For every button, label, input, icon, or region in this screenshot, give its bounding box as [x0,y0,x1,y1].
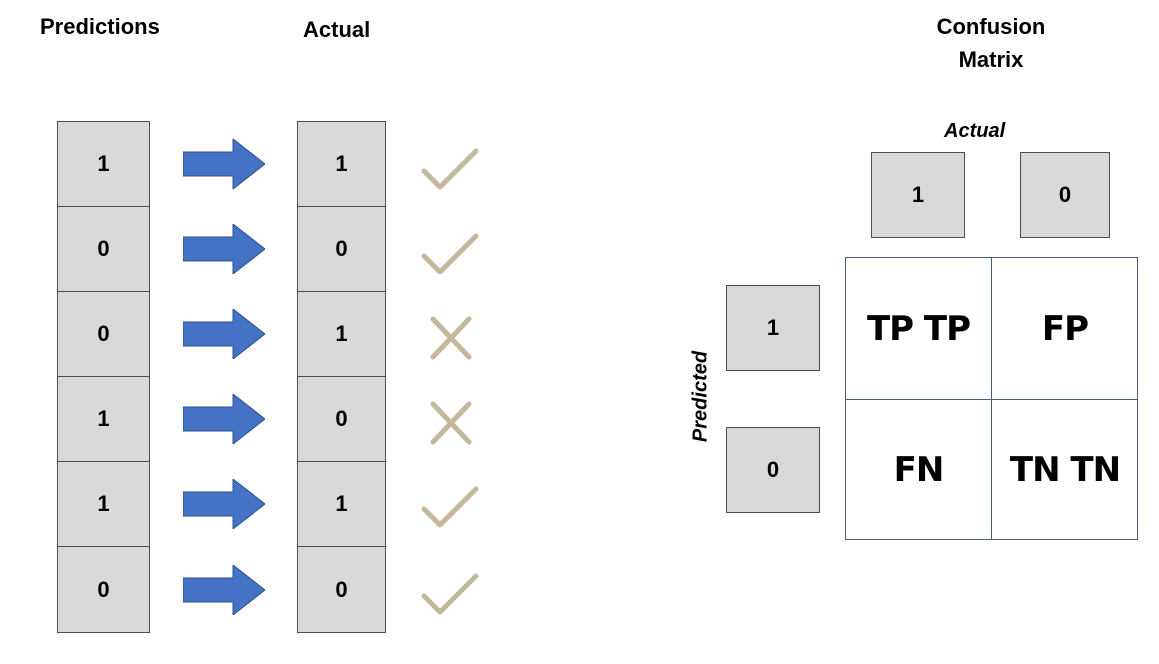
cross-icon [430,316,472,360]
check-icon [421,486,479,528]
actual-cell: 1 [297,461,386,547]
title-line-1: Confusion [936,14,1046,39]
matrix-actual-label: Actual [944,120,1006,142]
title-line-2: Matrix [958,47,1024,72]
confusion-matrix-grid: TP TP FP FN TN TN [845,257,1138,540]
right-arrow-icon [183,309,265,359]
true-negative-cell: TN TN [1009,450,1121,490]
actual-header-0: 0 [1020,152,1110,238]
prediction-cell: 1 [57,461,150,547]
matrix-predicted-label: Predicted [689,350,712,443]
actual-header-1: 1 [871,152,965,238]
prediction-cell: 1 [57,121,150,207]
actual-cell: 1 [297,121,386,207]
prediction-cell: 0 [57,291,150,377]
false-positive-cell: FP [1041,308,1089,349]
prediction-cell: 0 [57,206,150,292]
right-arrow-icon [183,139,265,189]
prediction-cell: 1 [57,376,150,462]
matrix-divider-horizontal [846,399,1137,400]
true-positive-cell: TP TP [866,308,971,349]
matrix-divider-vertical [991,258,992,539]
predicted-header-0: 0 [726,427,820,513]
predictions-heading: Predictions [40,14,160,39]
check-icon [421,573,479,615]
actual-heading: Actual [303,17,371,42]
actual-cell: 0 [297,376,386,462]
right-arrow-icon [183,565,265,615]
right-arrow-icon [183,479,265,529]
prediction-cell: 0 [57,546,150,633]
check-icon [421,233,479,275]
false-negative-cell: FN [893,450,945,490]
actual-cell: 1 [297,291,386,377]
check-icon [421,148,479,190]
actual-cell: 0 [297,206,386,292]
predicted-header-1: 1 [726,285,820,371]
actual-cell: 0 [297,546,386,633]
right-arrow-icon [183,394,265,444]
cross-icon [430,401,472,445]
confusion-matrix-title: Confusion Matrix [891,10,1091,76]
right-arrow-icon [183,224,265,274]
